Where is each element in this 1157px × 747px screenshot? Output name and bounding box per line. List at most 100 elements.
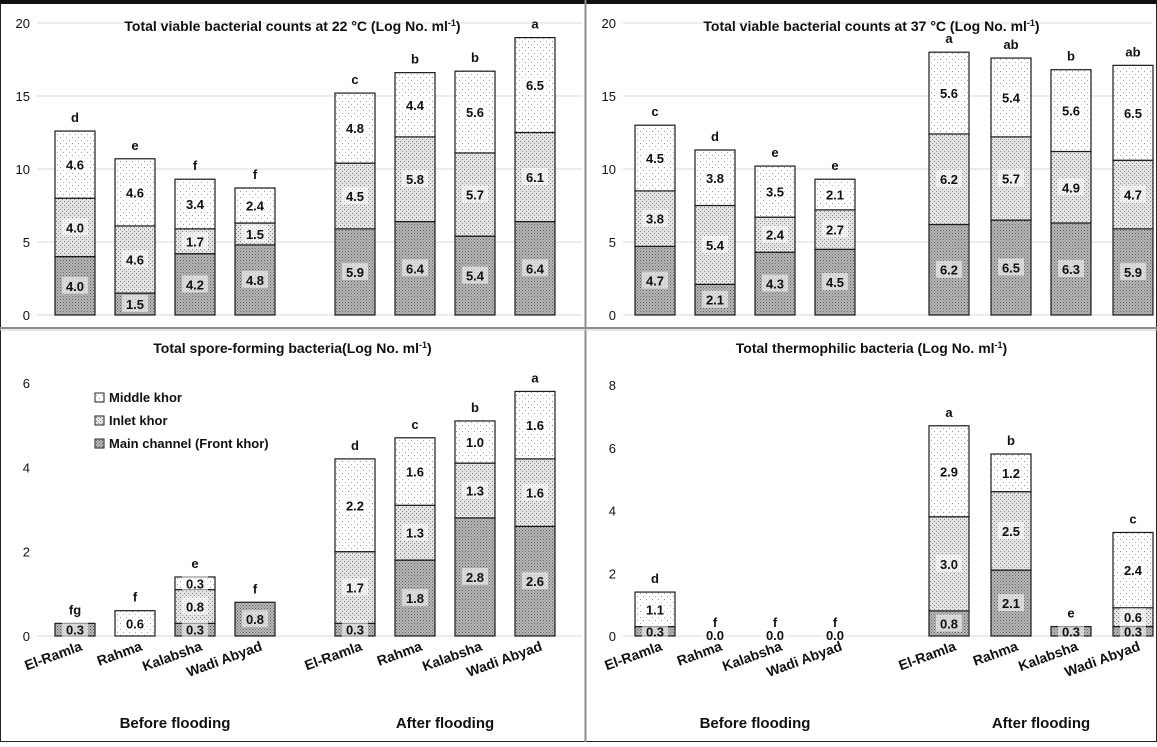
data-label: 4.6 [66,158,84,173]
legend-swatch-middle [94,392,105,403]
group-label-after: After flooding [396,715,494,732]
data-label-backdrop [822,220,848,238]
significance-letter: f [713,615,718,630]
y-tick-label: 0 [23,629,30,644]
chart-title: Total viable bacterial counts at 22 °C (… [124,18,460,34]
data-label: 2.7 [826,223,844,238]
data-label-backdrop [182,232,208,250]
y-tick-label: 2 [609,566,616,581]
data-label-backdrop [122,295,148,313]
data-label-backdrop [122,614,148,632]
data-label-backdrop [1058,178,1084,196]
data-label-backdrop [1120,608,1146,626]
x-category-label: Rahma [375,638,425,669]
data-label-backdrop [342,620,368,638]
data-label-backdrop [822,626,848,643]
data-label-backdrop [998,463,1024,481]
data-label-backdrop [702,168,728,186]
data-label: 0.0 [706,628,724,643]
data-label: 4.5 [646,151,664,166]
y-tick-label: 6 [23,376,30,391]
chart-panel-1: 0 5 10 15 20 Total viable bacterial counts at… [16,16,582,323]
y-tick-label: 15 [16,89,30,104]
data-label: 0.3 [186,576,204,591]
data-label: 0.3 [346,623,364,638]
data-label-backdrop [402,523,428,541]
data-label-backdrop [936,260,962,278]
data-label: 0.8 [246,612,264,627]
data-label-backdrop [402,95,428,113]
y-tick-label: 15 [602,89,616,104]
y-tick-label: 20 [16,16,30,31]
significance-letter: a [531,370,539,385]
data-label-backdrop [462,433,488,451]
data-label: 5.6 [466,105,484,120]
data-label: 6.4 [406,261,425,276]
significance-letter: e [771,145,778,160]
data-label-backdrop [462,266,488,284]
significance-letter: b [471,400,479,415]
data-label: 1.8 [406,591,424,606]
chart-title: Total spore-forming bacteria(Log No. ml-… [153,340,431,356]
chart-title: Total thermophilic bacteria (Log No. ml-… [736,340,1007,356]
data-label: 6.5 [1124,106,1142,121]
significance-letter: f [773,615,778,630]
data-label-backdrop [342,262,368,280]
group-label-before: Before flooding [700,715,811,732]
significance-letter: e [191,556,198,571]
data-label: 3.8 [706,171,724,186]
significance-letter: f [253,167,258,182]
data-label: 2.1 [826,188,844,203]
data-label: 0.3 [646,624,664,639]
y-tick-label: 0 [609,308,616,323]
y-tick-label: 8 [609,378,616,393]
data-label-backdrop [762,225,788,243]
data-label-backdrop [182,195,208,213]
data-label: 3.0 [940,557,958,572]
data-label-backdrop [462,185,488,203]
data-label: 4.0 [66,279,84,294]
data-label-backdrop [1120,622,1146,640]
significance-letter: f [193,158,198,173]
y-tick-label: 2 [23,545,30,560]
data-label: 2.5 [1002,524,1020,539]
middle-khor-segment [514,36,556,134]
data-label: 3.4 [186,197,205,212]
data-label-backdrop [402,170,428,188]
data-label: 4.9 [1062,180,1080,195]
data-label: 0.6 [1124,610,1142,625]
data-label: 0.0 [826,628,844,643]
data-label-backdrop [1058,260,1084,278]
data-label: 1.1 [646,602,664,617]
legend-label: Middle khor [109,390,182,405]
significance-letter: a [945,405,953,420]
y-tick-label: 6 [609,441,616,456]
y-tick-label: 0 [609,629,616,644]
group-label-after: After flooding [992,715,1090,732]
significance-letter: f [133,590,138,605]
data-label: 0.3 [1124,624,1142,639]
data-label: 1.6 [406,465,424,480]
data-label-backdrop [242,224,268,242]
data-label-backdrop [762,626,788,643]
data-label: 3.8 [646,212,664,227]
data-label: 0.8 [186,599,204,614]
data-label: 0.8 [940,616,958,631]
main-channel-segment [234,244,276,316]
data-label-backdrop [462,103,488,121]
chart-panel-2: 0 5 10 15 20 Total viable bacterial counts at… [602,16,1154,323]
y-tick-label: 4 [609,504,616,519]
data-label: 2.2 [346,498,364,513]
y-tick-label: 0 [23,308,30,323]
significance-letter: c [1129,511,1136,526]
significance-letter: f [833,615,838,630]
significance-letter: ab [1003,37,1018,52]
significance-letter: e [131,138,138,153]
data-label-backdrop [62,218,88,236]
data-label: 0.3 [66,623,84,638]
data-label-backdrop [522,483,548,501]
data-label: 1.5 [126,297,144,312]
data-label-backdrop [936,170,962,188]
